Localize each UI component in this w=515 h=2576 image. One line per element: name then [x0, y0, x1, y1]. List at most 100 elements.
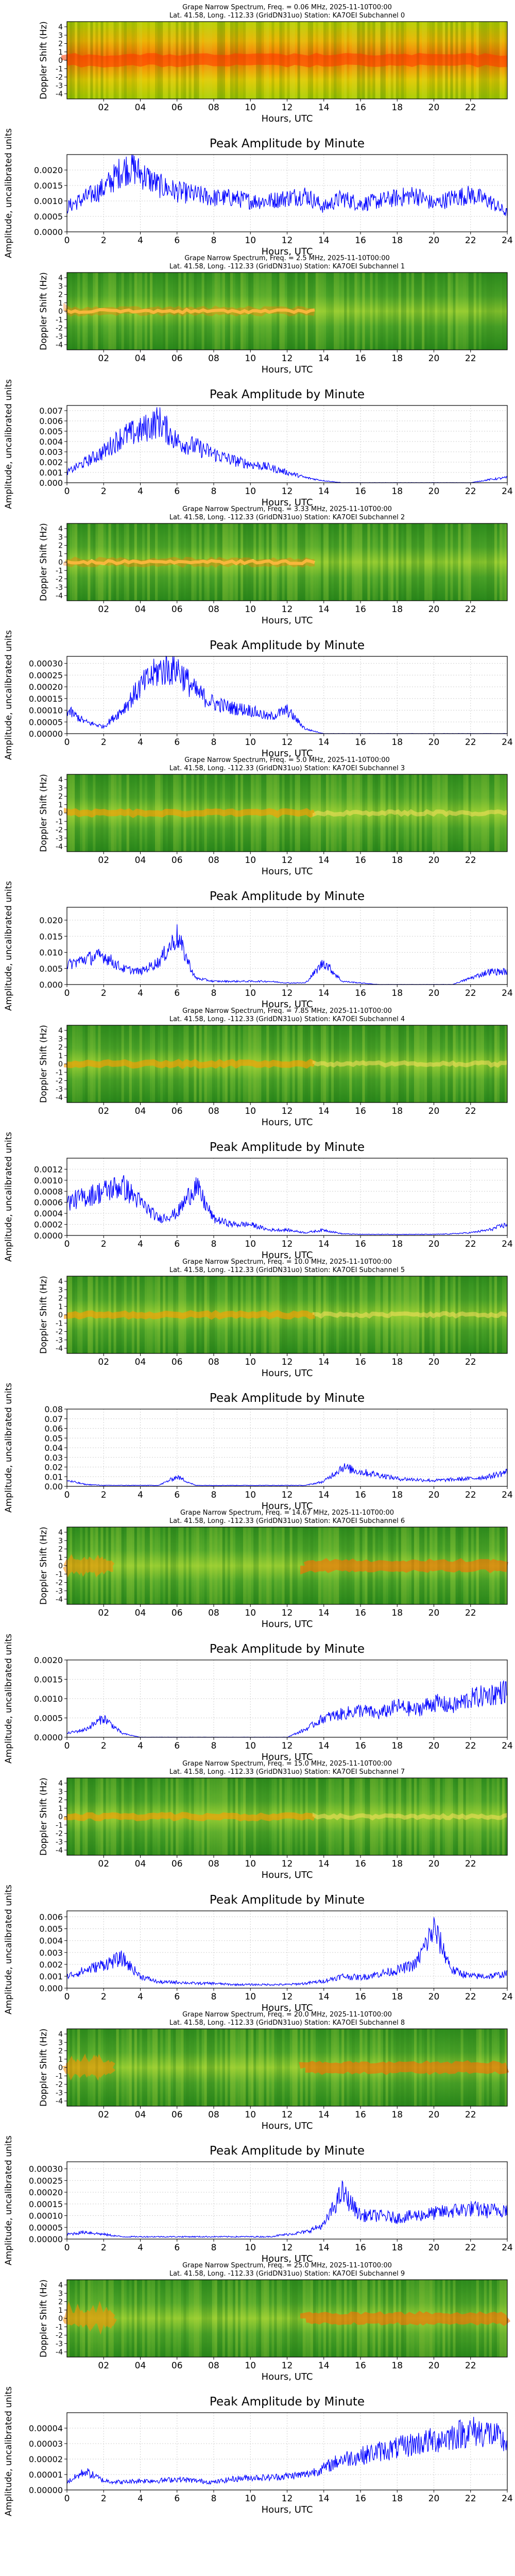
- spectrogram-ytick-label: -2: [56, 575, 63, 584]
- amplitude-ytick-label: 0.06: [44, 1424, 63, 1434]
- amplitude-series-line: [66, 2180, 508, 2238]
- spectrogram-ytick-label: -3: [56, 2340, 63, 2348]
- amplitude-ytick-label: 0.05: [44, 1433, 63, 1443]
- amplitude-xtick-label: 6: [174, 486, 180, 497]
- spectrogram-carrier: [62, 1554, 115, 1578]
- amplitude-xtick-label: 20: [428, 2243, 440, 2253]
- amplitude-xtick-label: 20: [428, 988, 440, 998]
- spectrogram-ytick-label: -4: [56, 2348, 63, 2357]
- amplitude-ytick-label: 0.005: [39, 964, 63, 974]
- spectrogram-xtick-label: 12: [282, 1106, 293, 1116]
- spectrogram-title: Grape Narrow Spectrum, Freq. = 25.0 MHz,…: [182, 2262, 392, 2269]
- amplitude-ytick-label: 0.08: [44, 1404, 63, 1414]
- amplitude-ytick-label: 0.01: [44, 1472, 63, 1482]
- amplitude-xtick-label: 6: [174, 737, 180, 748]
- spectrogram-xtick-label: 02: [98, 1859, 109, 1869]
- panel-subchannel-1: Grape Narrow Spectrum, Freq. = 2.5 MHz, …: [4, 255, 513, 509]
- spectrogram-ytick-label: 0: [58, 57, 63, 65]
- amplitude-series-line: [66, 1917, 508, 1987]
- amplitude-xtick-label: 22: [465, 2494, 476, 2504]
- spectrogram-ylabel: Doppler Shift (Hz): [39, 1527, 49, 1605]
- amplitude-xtick-label: 22: [465, 1239, 476, 1249]
- spectrogram-ytick-label: 4: [58, 2281, 63, 2290]
- spectrogram-xtick-label: 06: [171, 103, 183, 113]
- amplitude-xtick-label: 22: [465, 2243, 476, 2253]
- spectrogram-xtick-label: 10: [245, 353, 256, 364]
- amplitude-xtick-label: 4: [138, 486, 143, 497]
- spectrogram-xtick-label: 10: [245, 1608, 256, 1618]
- amplitude-xlabel: Hours, UTC: [262, 1501, 313, 1512]
- amplitude-ytick-label: 0.0010: [34, 1694, 63, 1704]
- amplitude-xtick-label: 0: [64, 737, 70, 748]
- spectrogram-ytick-label: 1: [58, 1554, 63, 1562]
- spectrogram-ylabel: Doppler Shift (Hz): [39, 2279, 49, 2358]
- spectrogram-xtick-label: 12: [282, 1608, 293, 1618]
- spectrogram-xtick-label: 10: [245, 1357, 256, 1367]
- amplitude-xtick-label: 20: [428, 1741, 440, 1751]
- spectrogram-xtick-label: 18: [391, 604, 403, 615]
- spectrogram-ytick-label: -4: [56, 1094, 63, 1102]
- spectrogram-xtick-label: 12: [282, 2110, 293, 2120]
- amplitude-ytick-label: 0.0010: [34, 1176, 63, 1185]
- amplitude-title: Peak Amplitude by Minute: [210, 890, 365, 903]
- spectrogram-xtick-label: 08: [208, 604, 219, 615]
- spectrogram-xtick-label: 18: [391, 1357, 403, 1367]
- spectrogram-ytick-label: 2: [58, 291, 63, 299]
- amplitude-xtick-label: 2: [101, 988, 107, 998]
- amplitude-xtick-label: 22: [465, 1741, 476, 1751]
- spectrogram-ytick-label: 4: [58, 776, 63, 784]
- amplitude-xtick-label: 20: [428, 737, 440, 748]
- spectrogram-subtitle: Lat. 41.58, Long. -112.33 (GridDN31uo) S…: [169, 1768, 405, 1776]
- spectrogram-ytick-label: -3: [56, 835, 63, 843]
- spectrogram-xtick-label: 06: [171, 604, 183, 615]
- amplitude-xtick-label: 6: [174, 2243, 180, 2253]
- amplitude-xtick-label: 20: [428, 1992, 440, 2002]
- amplitude-xtick-label: 12: [282, 1490, 293, 1500]
- spectrogram-xtick-label: 08: [208, 103, 219, 113]
- amplitude-xtick-label: 22: [465, 988, 476, 998]
- amplitude-ytick-label: 0.0015: [34, 1675, 63, 1685]
- amplitude-ytick-label: 0.0008: [34, 1187, 63, 1196]
- spectrogram-carrier: [312, 809, 508, 817]
- spectrogram-xtick-label: 02: [98, 2361, 109, 2371]
- spectrogram-ytick-label: -1: [56, 65, 63, 73]
- spectrogram-carrier: [62, 2053, 116, 2081]
- spectrogram-xlabel: Hours, UTC: [262, 2371, 313, 2382]
- amplitude-ytick-label: 0.005: [39, 1924, 63, 1934]
- spectrogram-carrier: [299, 2060, 509, 2075]
- spectrogram-xtick-label: 10: [245, 855, 256, 866]
- spectrogram-xtick-label: 14: [318, 2110, 330, 2120]
- spectrogram-ytick-label: 0: [58, 1813, 63, 1821]
- amplitude-ytick-label: 0.00015: [29, 694, 63, 704]
- spectrogram-xtick-label: 20: [428, 604, 440, 615]
- amplitude-xtick-label: 18: [391, 1239, 403, 1249]
- spectrogram-ytick-label: -4: [56, 341, 63, 349]
- spectrogram-xtick-label: 04: [135, 353, 146, 364]
- amplitude-xtick-label: 2: [101, 1741, 107, 1751]
- amplitude-xtick-label: 4: [138, 737, 143, 748]
- amplitude-ytick-label: 0.000: [39, 1984, 63, 1993]
- amplitude-ytick-label: 0.007: [39, 406, 63, 416]
- spectrogram-xlabel: Hours, UTC: [262, 615, 313, 626]
- amplitude-xtick-label: 6: [174, 1992, 180, 2002]
- spectrogram-carrier: [64, 1811, 316, 1822]
- amplitude-title: Peak Amplitude by Minute: [210, 1893, 365, 1907]
- panel-subchannel-3: Grape Narrow Spectrum, Freq. = 5.0 MHz, …: [4, 756, 513, 1011]
- amplitude-xtick-label: 24: [502, 1490, 513, 1500]
- spectrogram-ytick-label: -2: [56, 1077, 63, 1086]
- spectrogram-xtick-label: 04: [135, 2361, 146, 2371]
- amplitude-ytick-label: 0.00030: [29, 659, 63, 669]
- amplitude-series-line: [66, 1463, 508, 1486]
- spectrogram-ylabel: Doppler Shift (Hz): [39, 1777, 49, 1856]
- spectrogram-subtitle: Lat. 41.58, Long. -112.33 (GridDN31uo) S…: [169, 1266, 405, 1274]
- spectrogram-ylabel: Doppler Shift (Hz): [39, 2028, 49, 2107]
- spectrogram-ytick-label: -1: [56, 1319, 63, 1328]
- spectrogram-subtitle: Lat. 41.58, Long. -112.33 (GridDN31uo) S…: [169, 2270, 405, 2278]
- amplitude-xtick-label: 8: [211, 988, 217, 998]
- amplitude-xtick-label: 16: [355, 1741, 366, 1751]
- amplitude-frame: [66, 907, 508, 985]
- amplitude-ylabel: Amplitude, uncalibrated units: [4, 379, 14, 509]
- spectrogram-ytick-label: 3: [58, 1286, 63, 1294]
- spectrogram-xtick-label: 12: [282, 1357, 293, 1367]
